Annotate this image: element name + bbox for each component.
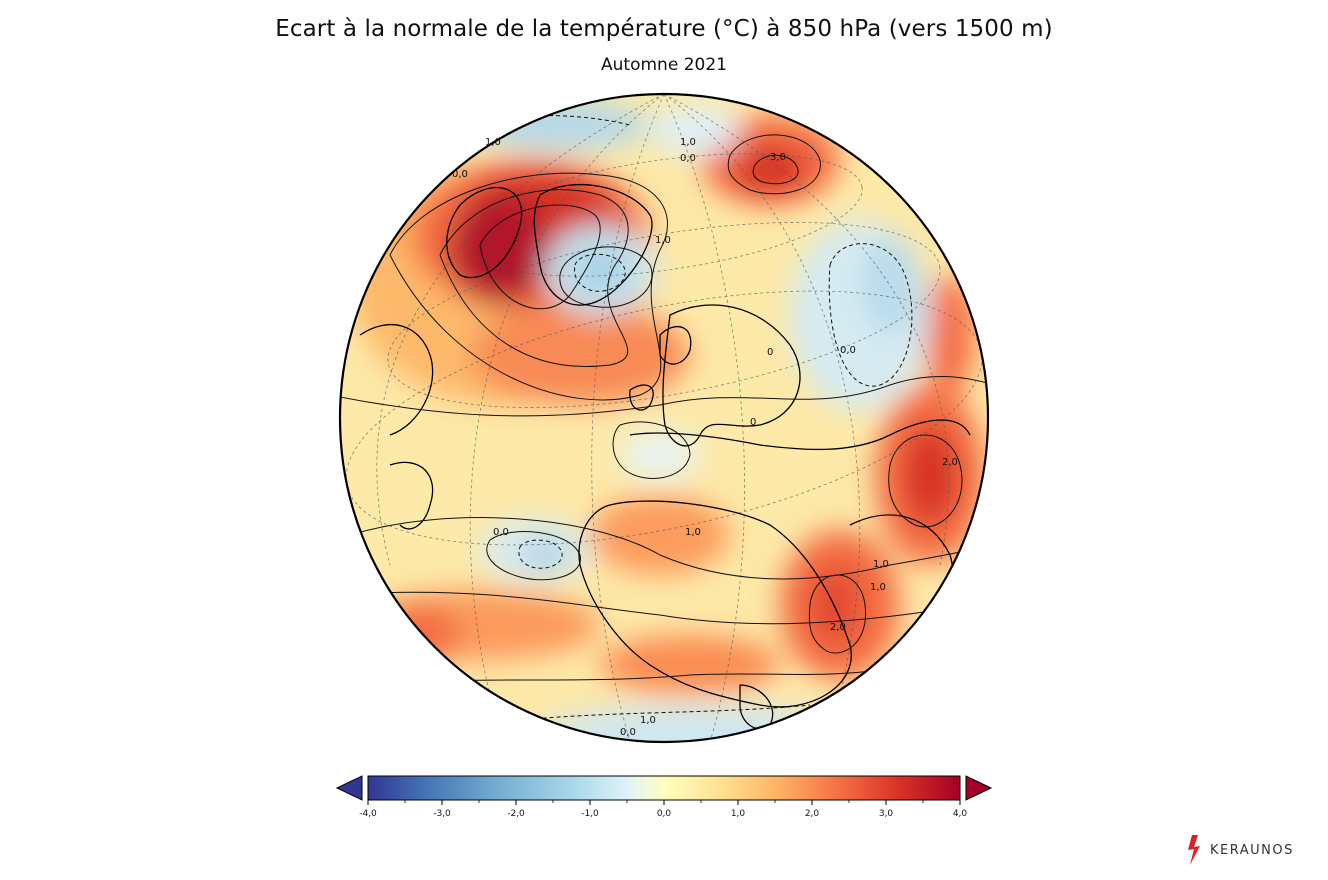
contour-label: 2,0	[942, 457, 958, 468]
globe-outline	[338, 92, 990, 744]
colorbar-tick-label: -4,0	[359, 809, 377, 819]
contour-label: 1,0	[870, 582, 886, 593]
colorbar-tick-label: -2,0	[507, 809, 525, 819]
colorbar-gradient	[367, 775, 961, 801]
contour-label: 1,0	[485, 137, 501, 148]
contour-label: 0,0	[452, 169, 468, 180]
map-title: Ecart à la normale de la température (°C…	[275, 16, 1053, 42]
contour-label: 0,0	[620, 727, 636, 738]
contour-label: 0,0	[840, 345, 856, 356]
colorbar: -4,0 -3,0 -2,0 -1,0 0,0 1,0 2,0 3,0 4,0	[335, 775, 993, 819]
contour-label: 1,0	[655, 235, 671, 246]
colorbar-tick-label: 0,0	[657, 809, 672, 819]
map-subtitle: Automne 2021	[601, 55, 727, 75]
contour-label: 0	[767, 347, 773, 358]
contour-label: 0,0	[680, 153, 696, 164]
contour-label: 0,0	[493, 527, 509, 538]
contour-labels: 1,0 0,0 1,0 0,0 3,0 1,0 0,0 0 0 1,0 2,0 …	[452, 137, 958, 738]
contour-label: 3,0	[770, 152, 786, 163]
colorbar-max-arrow	[965, 775, 993, 801]
lightning-bolt-icon	[1188, 835, 1200, 865]
colorbar-tick-label: 1,0	[731, 809, 746, 819]
colorbar-ticks: -4,0 -3,0 -2,0 -1,0 0,0 1,0 2,0 3,0 4,0	[359, 800, 967, 819]
contour-label: 0	[750, 417, 756, 428]
keraunos-logo: KERAUNOS	[1180, 834, 1320, 868]
contour-label: 1,0	[680, 137, 696, 148]
colorbar-tick-label: -1,0	[581, 809, 599, 819]
contour-label: 2,0	[830, 622, 846, 633]
colorbar-tick-label: 3,0	[879, 809, 894, 819]
anomaly-field	[350, 100, 985, 742]
colorbar-tick-label: 4,0	[953, 809, 968, 819]
contour-lines	[340, 134, 988, 686]
temperature-anomaly-globe: 1,0 0,0 1,0 0,0 3,0 1,0 0,0 0 0 1,0 2,0 …	[338, 92, 990, 744]
logo-text: KERAUNOS	[1210, 843, 1294, 858]
colorbar-tick-label: 2,0	[805, 809, 820, 819]
colorbar-tick-label: -3,0	[433, 809, 451, 819]
contour-label: 1,0	[685, 527, 701, 538]
contour-label: 1,0	[873, 559, 889, 570]
coastlines	[359, 183, 971, 730]
colorbar-min-arrow	[335, 775, 363, 801]
contour-label: 1,0	[640, 715, 656, 726]
